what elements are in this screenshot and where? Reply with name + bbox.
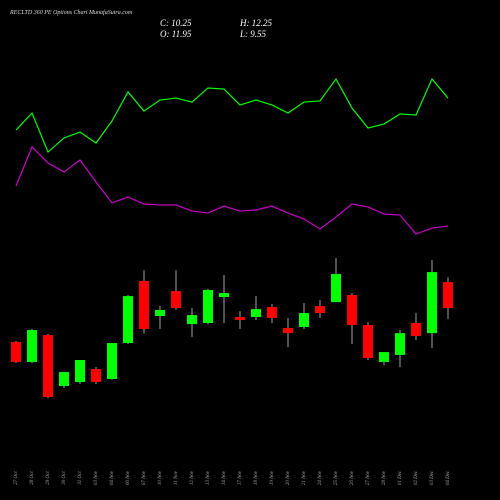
candle-body	[27, 330, 37, 363]
x-tick-label: 21 Nov	[302, 470, 307, 485]
x-tick-label: 04 Dec	[446, 470, 451, 485]
candle-body	[283, 328, 293, 334]
chart-title: RECLTD 360 PE Options Chart MunafaSutra.…	[9, 9, 133, 16]
candle-body	[187, 315, 197, 325]
candle-body	[363, 324, 373, 359]
candle-body	[75, 360, 85, 383]
x-tick-label: 17 Nov	[238, 470, 243, 485]
candle-body	[235, 317, 245, 320]
candle-body	[395, 333, 405, 355]
candle-body	[155, 310, 165, 316]
x-tick-label: 30 Oct	[62, 471, 67, 485]
indicator-line	[15, 145, 449, 235]
x-tick-label: 29 Oct	[46, 471, 51, 485]
candle-body	[91, 369, 101, 383]
x-tick-label: 12 Nov	[190, 470, 195, 485]
candle-body	[411, 323, 421, 337]
x-tick-label: 03 Nov	[94, 470, 99, 485]
x-tick-label: 11 Nov	[174, 470, 179, 485]
x-tick-label: 26 Nov	[350, 470, 355, 485]
indicator-line	[15, 77, 449, 154]
candle-body	[59, 372, 69, 387]
x-tick-label: 04 Nov	[110, 470, 115, 485]
x-tick-label: 28 Nov	[382, 470, 387, 485]
x-tick-label: 24 Nov	[318, 470, 323, 485]
candle-body	[123, 296, 133, 344]
x-tick-label: 18 Nov	[254, 470, 259, 485]
candle-body	[427, 272, 437, 334]
candle-body	[267, 306, 277, 318]
x-tick-label: 20 Nov	[286, 470, 291, 485]
candle-body	[299, 313, 309, 327]
close-label: C: 10.25	[160, 18, 192, 28]
candle-body	[315, 306, 325, 314]
low-label: L: 9.55	[239, 29, 267, 39]
x-tick-label: 06 Nov	[126, 470, 131, 485]
candle-body	[347, 295, 357, 325]
candle-body	[43, 335, 53, 398]
x-tick-label: 01 Dec	[398, 470, 403, 485]
x-tick-label: 28 Oct	[30, 471, 35, 485]
x-tick-label: 27 Nov	[366, 470, 371, 485]
candle-body	[107, 343, 117, 379]
x-tick-label: 31 Oct	[78, 471, 83, 485]
high-label: H: 12.25	[239, 18, 272, 28]
candle-body	[379, 352, 389, 363]
x-tick-label: 27 Oct	[14, 471, 19, 485]
open-label: O: 11.95	[160, 29, 192, 39]
candle-body	[331, 274, 341, 303]
x-tick-label: 13 Nov	[206, 470, 211, 485]
candle-body	[203, 289, 213, 324]
x-tick-label: 19 Nov	[270, 470, 275, 485]
x-tick-label: 10 Nov	[158, 470, 163, 485]
x-tick-label: 07 Nov	[142, 470, 147, 485]
x-tick-label: 02 Dec	[414, 470, 419, 485]
x-tick-label: 25 Nov	[334, 470, 339, 485]
candle-body	[219, 293, 229, 298]
x-tick-label: 03 Dec	[430, 470, 435, 485]
candle-body	[139, 280, 149, 329]
candle-body	[171, 291, 181, 309]
candle-body	[11, 341, 21, 363]
candle-body	[251, 309, 261, 318]
x-tick-label: 14 Nov	[222, 470, 227, 485]
candle-body	[443, 282, 453, 309]
